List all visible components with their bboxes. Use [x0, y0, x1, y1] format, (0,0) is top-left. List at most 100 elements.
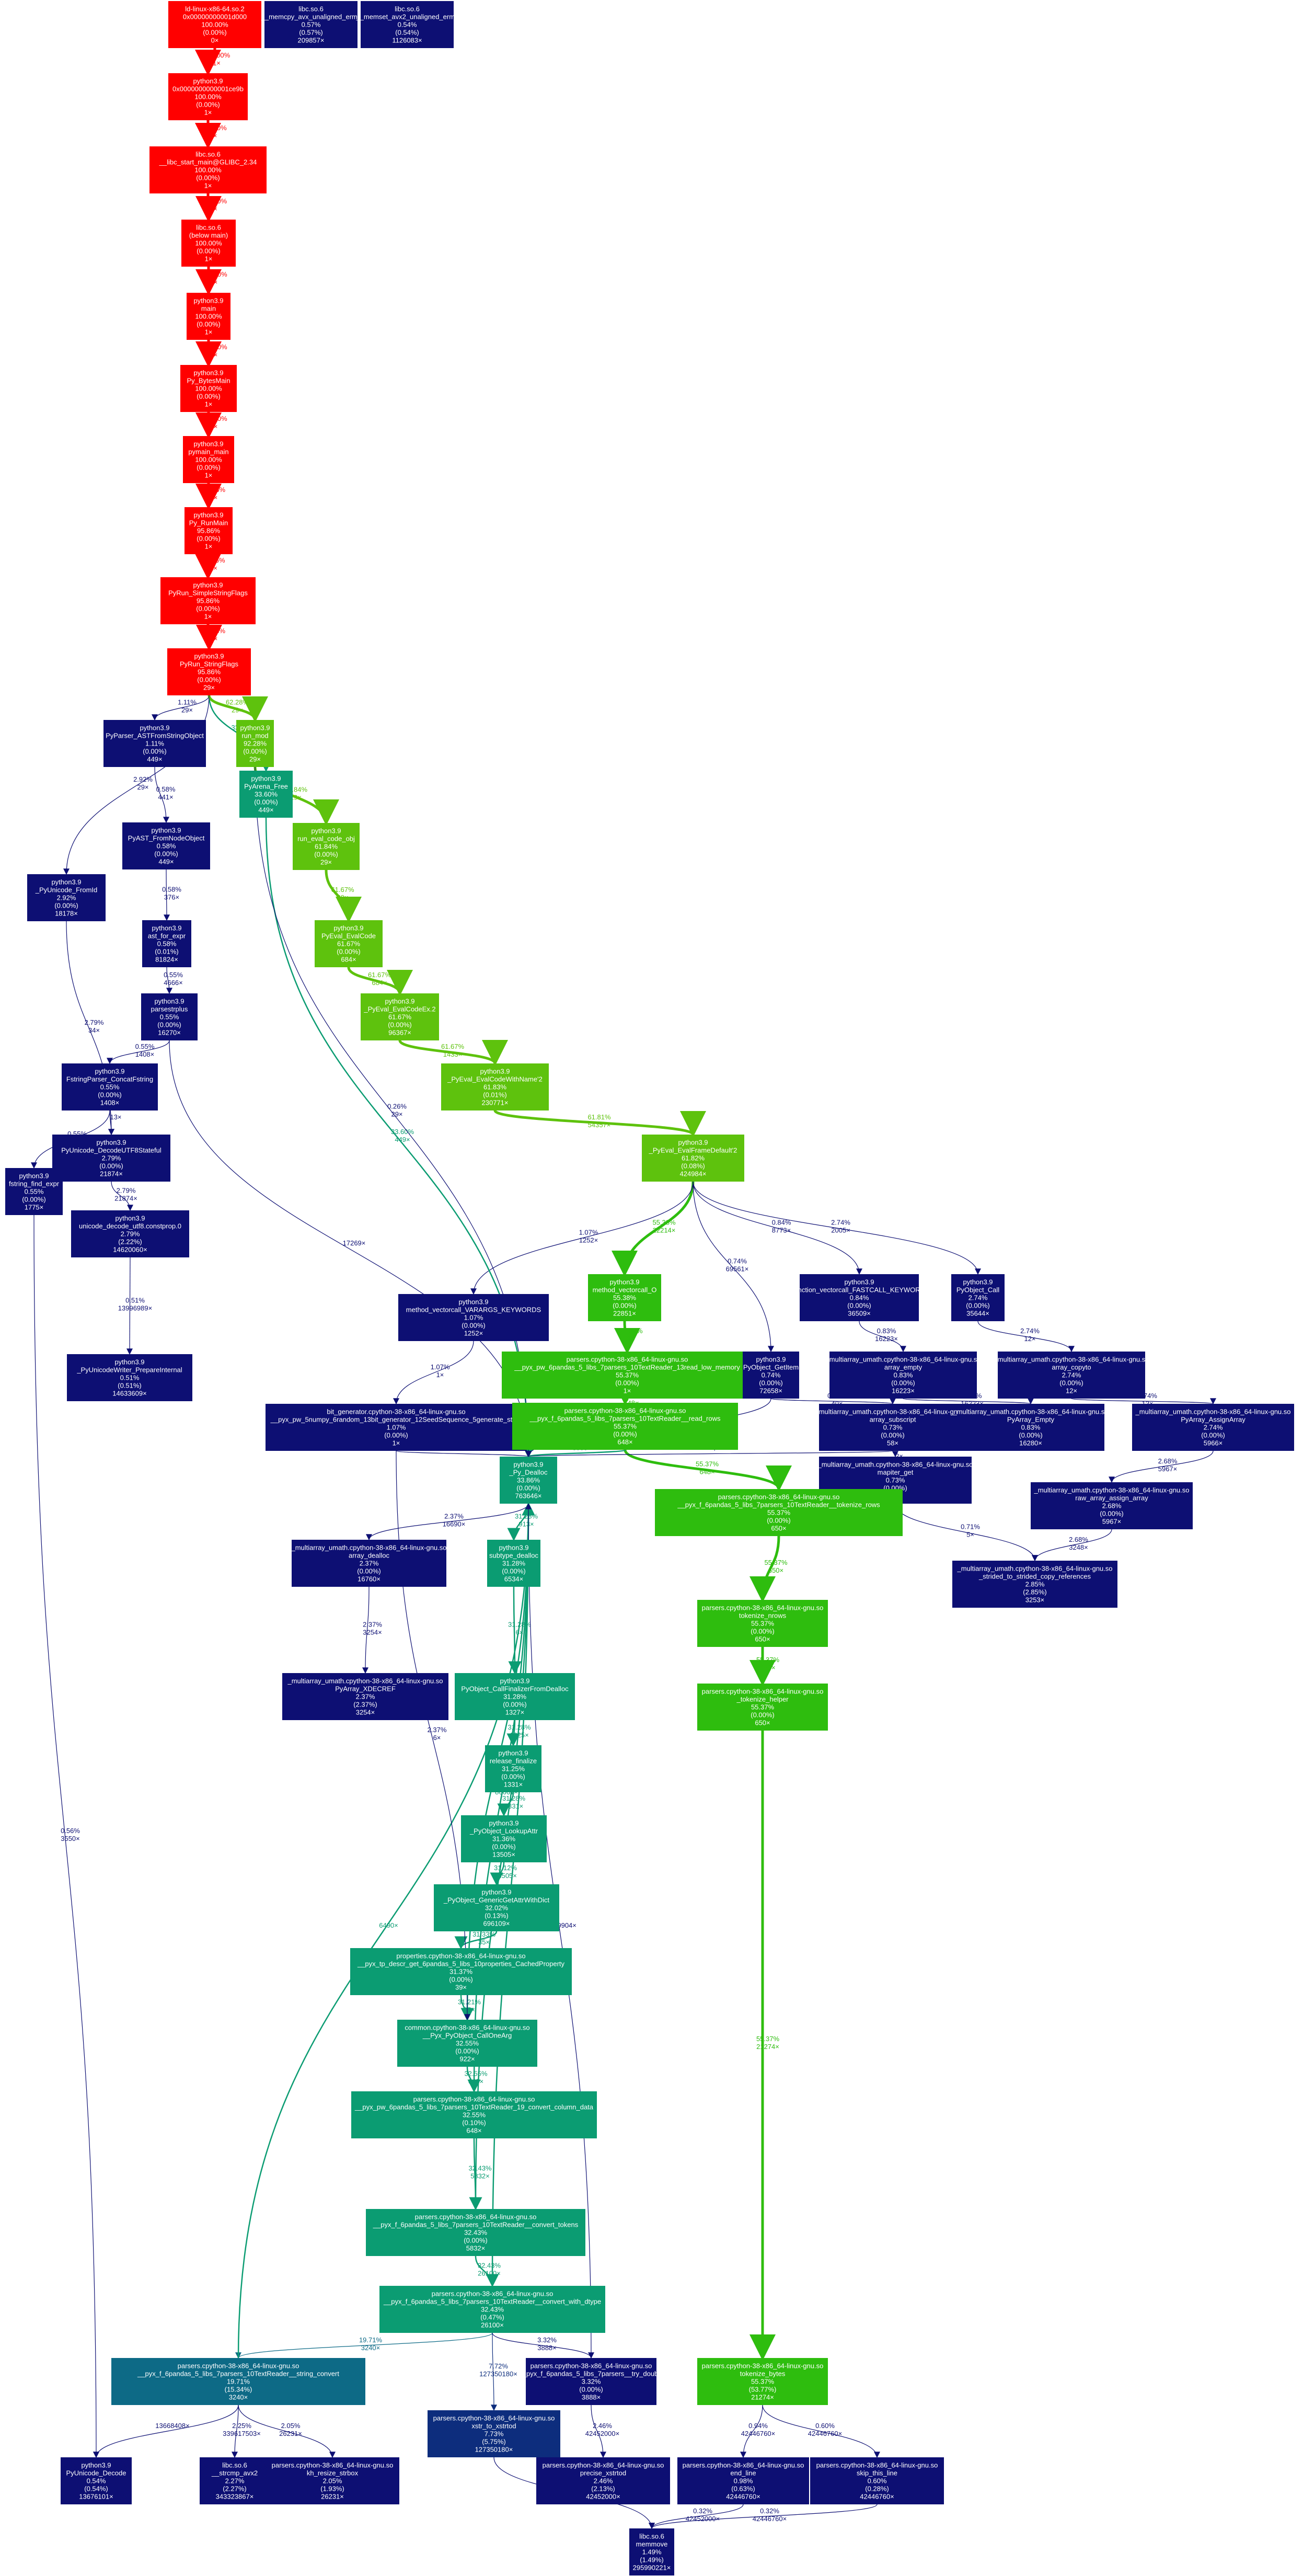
node-box [52, 1135, 170, 1182]
function-node[interactable]: python3.9release_finalize31.25%(0.00%)13… [485, 1745, 541, 1792]
function-node[interactable]: python3.9_PyEval_EvalCodeWithName'261.83… [441, 1063, 549, 1110]
function-node[interactable]: python3.9PyObject_CallFinalizerFromDeall… [455, 1673, 575, 1720]
node-module: parsers.cpython-38-x86_64-linux-gnu.so [702, 2362, 824, 2370]
function-node[interactable]: ld-linux-x86-64.so.20x00000000001d000100… [168, 1, 261, 48]
edge-label: 17269× [343, 1239, 366, 1247]
node-stat: 32.55% [463, 2111, 486, 2119]
function-node[interactable]: python3.9_PyObject_LookupAttr31.36%(0.00… [461, 1815, 547, 1862]
edge-label: 1× [213, 59, 221, 67]
edge-path [493, 1109, 706, 1137]
function-node[interactable]: python3.9subtype_dealloc31.28%(0.00%)653… [487, 1540, 540, 1587]
function-node[interactable]: parsers.cpython-38-x86_64-linux-gnu.sosk… [810, 2457, 944, 2504]
function-node[interactable]: python3.9PyRun_SimpleStringFlags95.86%(0… [160, 577, 256, 624]
function-node[interactable]: python3.9_PyEval_EvalCodeEx.261.67%(0.00… [361, 993, 439, 1040]
node-stat: 2.74% [968, 1294, 988, 1302]
function-node[interactable]: _multiarray_umath.cpython-38-x86_64-linu… [825, 1352, 981, 1399]
node-function: 0x00000000001d000 [183, 13, 247, 21]
function-node[interactable]: parsers.cpython-38-x86_64-linux-gnu.so__… [518, 2358, 664, 2405]
function-node[interactable]: _multiarray_umath.cpython-38-x86_64-linu… [952, 1561, 1117, 1608]
function-node[interactable]: common.cpython-38-x86_64-linux-gnu.so__P… [397, 2020, 537, 2067]
function-node[interactable]: python3.9method_vectorcall_VARARGS_KEYWO… [398, 1294, 549, 1341]
function-node[interactable]: properties.cpython-38-x86_64-linux-gnu.s… [350, 1948, 572, 1995]
function-node[interactable]: python3.9unicode_decode_utf8.constprop.0… [71, 1210, 189, 1257]
function-node[interactable]: python3.9PyParser_ASTFromStringObject1.1… [103, 720, 206, 767]
node-box [379, 2286, 605, 2333]
function-node[interactable]: parsers.cpython-38-x86_64-linux-gnu.so__… [351, 2091, 597, 2138]
node-stat: (0.10%) [462, 2119, 486, 2127]
function-node[interactable]: python3.9PyEval_EvalCode61.67%(0.00%)684… [315, 920, 383, 967]
function-node[interactable]: parsers.cpython-38-x86_64-linux-gnu.soto… [697, 1600, 828, 1647]
function-node[interactable]: python3.9PyUnicode_DecodeUTF8Stateful2.7… [52, 1135, 170, 1182]
function-node[interactable]: python3.90x0000000000001ce9b100.00%(0.00… [168, 73, 248, 120]
node-function: Py_BytesMain [187, 377, 230, 385]
call-edge: 19.71%3240× [235, 2332, 493, 2359]
function-node[interactable]: bit_generator.cpython-38-x86_64-linux-gn… [266, 1404, 527, 1451]
function-node[interactable]: python3.9fstring_find_expr0.55%(0.00%)17… [5, 1168, 63, 1215]
function-node[interactable]: python3.9FstringParser_ConcatFstring0.55… [62, 1063, 158, 1110]
function-node[interactable]: parsers.cpython-38-x86_64-linux-gnu.soto… [697, 2358, 828, 2405]
function-node[interactable]: _multiarray_umath.cpython-38-x86_64-linu… [994, 1352, 1149, 1399]
node-stat: 2.79% [102, 1154, 121, 1162]
function-node[interactable]: parsers.cpython-38-x86_64-linux-gnu.soen… [677, 2457, 809, 2504]
edge-label: 22214× [653, 1227, 676, 1234]
function-node[interactable]: parsers.cpython-38-x86_64-linux-gnu.so__… [366, 2209, 585, 2256]
function-node[interactable]: _multiarray_umath.cpython-38-x86_64-linu… [282, 1673, 448, 1720]
call-edge: 55.37%650× [749, 1646, 779, 1686]
function-node[interactable]: python3.9_PyUnicodeWriter_PrepareInterna… [67, 1354, 192, 1401]
edge-path [892, 1450, 898, 1458]
node-module: python3.9 [333, 924, 363, 932]
function-node[interactable]: python3.9method_vectorcall_O55.38%(0.00%… [588, 1274, 661, 1321]
function-node[interactable]: libc.so.6__memcpy_avx_unaligned_erms0.57… [261, 1, 361, 48]
node-box [487, 1540, 540, 1587]
node-stat: 16280× [1019, 1439, 1042, 1447]
function-node[interactable]: parsers.cpython-38-x86_64-linux-gnu.soxs… [428, 2410, 560, 2457]
function-node[interactable]: libc.so.6__strcmp_avx22.27%(2.27%)343323… [200, 2457, 270, 2504]
node-stat: (0.00%) [1201, 1432, 1225, 1439]
function-node[interactable]: python3.9cfunction_vectorcall_FASTCALL_K… [789, 1274, 930, 1321]
function-node[interactable]: python3.9PyObject_GetItem0.74%(0.00%)726… [743, 1352, 799, 1399]
function-node[interactable]: _multiarray_umath.cpython-38-x86_64-linu… [1132, 1404, 1294, 1451]
function-node[interactable]: _multiarray_umath.cpython-38-x86_64-linu… [291, 1540, 447, 1587]
node-stat: 1× [393, 1439, 400, 1447]
function-node[interactable]: python3.9PyUnicode_Decode0.54%(0.54%)136… [61, 2457, 132, 2504]
edge-label: 3550× [61, 1835, 80, 1842]
function-node[interactable]: parsers.cpython-38-x86_64-linux-gnu.sopr… [536, 2457, 670, 2504]
function-node[interactable]: python3.9_PyUnicode_FromId2.92%(0.00%)18… [27, 874, 106, 921]
function-node[interactable]: parsers.cpython-38-x86_64-linux-gnu.so__… [111, 2358, 365, 2405]
function-node[interactable]: parsers.cpython-38-x86_64-linux-gnu.sokh… [266, 2457, 399, 2504]
edge-label: 1325× [510, 1731, 529, 1739]
function-node[interactable]: _multiarray_umath.cpython-38-x86_64-linu… [1031, 1482, 1193, 1529]
edge-label: 42446760× [741, 2430, 775, 2437]
function-node[interactable]: python3.9PyAST_FromNodeObject0.58%(0.00%… [122, 822, 210, 869]
function-node[interactable]: libc.so.6__memset_avx2_unaligned_erms0.5… [355, 1, 458, 48]
function-node[interactable]: python3.9_PyEval_EvalFrameDefault'261.82… [642, 1135, 744, 1182]
function-node[interactable]: parsers.cpython-38-x86_64-linux-gnu.so__… [512, 1403, 738, 1450]
function-node[interactable]: _multiarray_umath.cpython-38-x86_64-linu… [953, 1404, 1109, 1451]
function-node[interactable]: parsers.cpython-38-x86_64-linux-gnu.so_t… [697, 1684, 828, 1731]
node-stat: 1.07% [387, 1424, 406, 1432]
edge-label: 29× [337, 894, 348, 901]
function-node[interactable]: python3.9PyRun_StringFlags95.86%(0.00%)2… [167, 648, 251, 695]
function-node[interactable]: libc.so.6(below main)100.00%(0.00%)1× [181, 220, 236, 267]
node-function: parsestrplus [151, 1005, 188, 1013]
node-function: _PyObject_LookupAttr [469, 1827, 538, 1835]
function-node[interactable]: parsers.cpython-38-x86_64-linux-gnu.so__… [655, 1489, 903, 1536]
function-node[interactable]: libc.so.6__libc_start_main@GLIBC_2.34100… [149, 146, 267, 193]
node-box [998, 1352, 1145, 1399]
function-node[interactable]: python3.9run_eval_code_obj61.84%(0.00%)2… [293, 823, 360, 870]
function-node[interactable]: parsers.cpython-38-x86_64-linux-gnu.so__… [502, 1352, 753, 1399]
function-node[interactable]: python3.9_PyObject_GenericGetAttrWithDic… [434, 1884, 559, 1931]
function-node[interactable]: parsers.cpython-38-x86_64-linux-gnu.so__… [379, 2286, 605, 2333]
function-node[interactable]: _multiarray_umath.cpython-38-x86_64-linu… [815, 1404, 971, 1451]
